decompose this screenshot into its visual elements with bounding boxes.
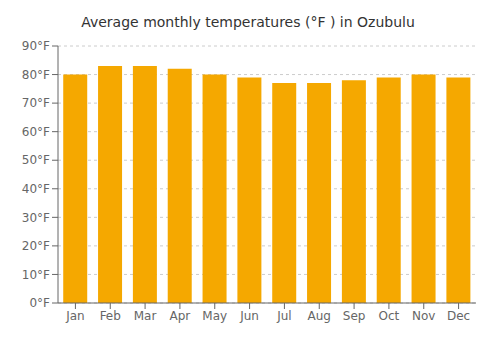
svg-text:50°F: 50°F <box>22 153 50 167</box>
svg-text:Jan: Jan <box>65 309 85 323</box>
svg-text:0°F: 0°F <box>29 296 50 310</box>
svg-text:May: May <box>202 309 227 323</box>
svg-text:Dec: Dec <box>447 309 470 323</box>
svg-text:80°F: 80°F <box>22 68 50 82</box>
svg-text:40°F: 40°F <box>22 182 50 196</box>
svg-text:Apr: Apr <box>170 309 191 323</box>
svg-text:Mar: Mar <box>134 309 157 323</box>
svg-text:70°F: 70°F <box>22 96 50 110</box>
svg-text:Feb: Feb <box>100 309 121 323</box>
svg-text:Aug: Aug <box>308 309 331 323</box>
html-text:Average monthly temperatures (: Average monthly temperatures (°F ) in Oz… <box>81 14 415 30</box>
svg-text:Sep: Sep <box>343 309 366 323</box>
svg-text:90°F: 90°F <box>22 39 50 53</box>
svg-text:20°F: 20°F <box>22 239 50 253</box>
svg-text:Jun: Jun <box>239 309 259 323</box>
svg-text:Nov: Nov <box>412 309 435 323</box>
svg-text:Jul: Jul <box>276 309 291 323</box>
svg-text:30°F: 30°F <box>22 211 50 225</box>
svg-text:60°F: 60°F <box>22 125 50 139</box>
svg-text:10°F: 10°F <box>22 268 50 282</box>
svg-text:Oct: Oct <box>379 309 400 323</box>
